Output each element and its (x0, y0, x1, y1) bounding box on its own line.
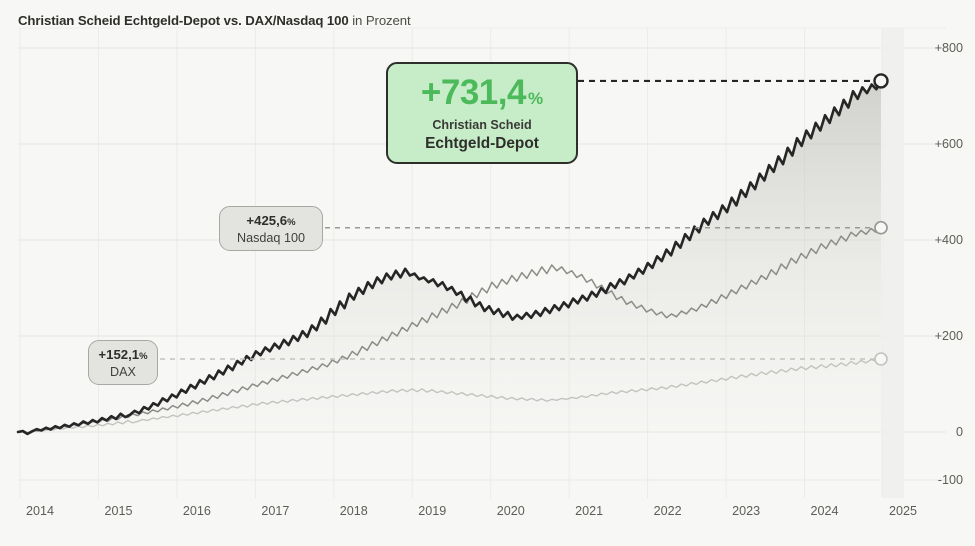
page-title: Christian Scheid Echtgeld-Depot vs. DAX/… (18, 13, 411, 28)
y-axis-tick-label: +400 (934, 233, 963, 247)
callout-nasdaq-value: +425,6 (246, 213, 288, 228)
x-axis-tick-label: 2017 (261, 504, 290, 518)
callout-dax-value: +152,1 (98, 347, 140, 362)
y-axis-tick-label: 0 (955, 425, 963, 439)
end-band (881, 28, 903, 498)
callout-depot-unit: % (527, 89, 544, 108)
chart-title-bold: Christian Scheid Echtgeld-Depot vs. DAX/… (18, 13, 349, 28)
y-axis-tick-label: +800 (934, 41, 963, 55)
y-axis-tick-label: -100 (937, 473, 963, 487)
x-axis-tick-label: 2023 (732, 504, 761, 518)
callout-depot-value-row: +731,4% (388, 73, 576, 112)
callout-depot[interactable]: +731,4% Christian Scheid Echtgeld-Depot (386, 62, 578, 164)
callout-dax[interactable]: +152,1% DAX (88, 340, 158, 385)
x-axis-tick-label: 2019 (418, 504, 447, 518)
callout-dax-name: DAX (110, 364, 136, 379)
x-axis-tick-label: 2021 (575, 504, 604, 518)
callout-depot-value: +731,4 (420, 73, 527, 112)
x-axis-tick-label: 2018 (339, 504, 368, 518)
x-axis-tick-label: 2022 (653, 504, 682, 518)
callout-depot-line2: Echtgeld-Depot (425, 134, 539, 152)
callout-depot-line1: Christian Scheid (432, 117, 532, 132)
x-axis-tick-label: 2020 (496, 504, 525, 518)
callout-dax-unit: % (139, 351, 148, 362)
x-axis-tick-label: 2025 (888, 504, 918, 518)
callout-nasdaq-name: Nasdaq 100 (237, 230, 305, 245)
y-axis-tick-label: +600 (934, 137, 963, 151)
endpoint-markers (873, 73, 889, 366)
x-axis-tick-label: 2024 (810, 504, 839, 518)
series-lines (16, 79, 883, 436)
x-axis-tick-label: 2014 (25, 504, 55, 518)
chart-title-light: in Prozent (348, 13, 411, 28)
callout-nasdaq-unit: % (287, 217, 296, 228)
callout-connector-lines (160, 79, 877, 360)
callout-nasdaq-value-row: +425,6% (220, 214, 322, 228)
callout-dax-value-row: +152,1% (89, 348, 157, 362)
y-axis-tick-label: +200 (934, 329, 963, 343)
x-axis-tick-label: 2016 (182, 504, 211, 518)
x-axis-tick-label: 2015 (104, 504, 133, 518)
callout-nasdaq[interactable]: +425,6% Nasdaq 100 (219, 206, 323, 251)
